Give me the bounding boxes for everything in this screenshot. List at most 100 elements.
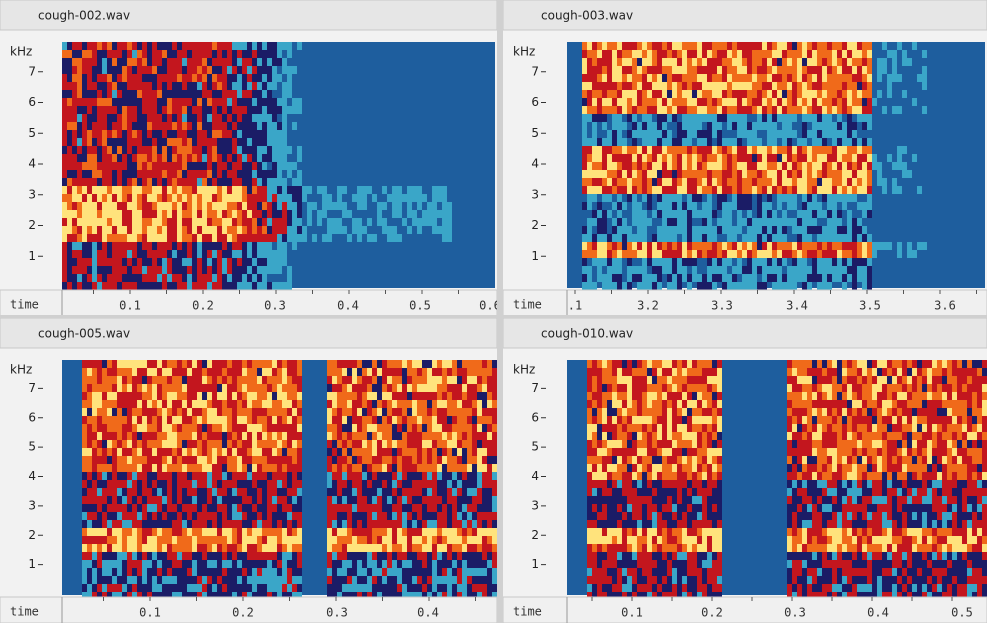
spectrogram-cell [717,178,722,186]
spectrogram-cell [167,400,172,408]
time-tick-label: 0.2 [192,299,214,313]
spectrogram-cell [62,274,67,282]
spectrogram-cell [602,50,607,58]
spectrogram-cell [642,114,647,122]
spectrogram-cell [227,568,232,576]
spectrogram-cell [77,202,82,210]
spectrogram-cell [647,50,652,58]
spectrogram-cell [777,234,782,242]
spectrogram-cell [172,178,177,186]
spectrogram-cell [632,234,637,242]
spectrogram-cell [267,90,272,98]
spectrogram-cell [862,234,867,242]
spectrogram-cell [877,242,882,250]
spectrogram-cell [777,218,782,226]
spectrogram-cell [167,42,172,50]
spectrogram-cell [792,258,797,266]
spectrogram-cell [267,520,272,528]
spectrogram-cell [162,432,167,440]
spectrogram-cell [202,408,207,416]
spectrogram-cell [132,130,137,138]
spectrogram-cell [607,274,612,282]
title-bar[interactable] [0,318,497,349]
spectrogram-cell [142,408,147,416]
spectrogram-cell [257,528,262,536]
spectrogram-cell [862,98,867,106]
spectrogram-cell [252,456,257,464]
spectrogram-cell [177,274,182,282]
spectrogram-cell [97,98,102,106]
spectrogram-cell [252,448,257,456]
spectrogram-cell [602,122,607,130]
spectrogram-cell [867,50,872,58]
spectrogram-cell [87,360,92,368]
spectrogram-cell [362,186,367,194]
spectrogram-cell [267,448,272,456]
spectrogram-cell [847,234,852,242]
title-bar[interactable] [0,0,497,31]
spectrogram-cell [247,154,252,162]
spectrogram-cell [737,90,742,98]
spectrogram-cell [682,122,687,130]
spectrogram-cell [612,114,617,122]
spectrogram-cell [142,504,147,512]
spectrogram-cell [222,50,227,58]
spectrogram-cell [802,146,807,154]
spectrogram-cell [262,480,267,488]
spectrogram-cell [272,58,277,66]
title-bar[interactable] [503,0,987,31]
spectrogram-cell [107,368,112,376]
spectrogram-cell [742,98,747,106]
spectrogram-cell [347,400,352,408]
spectrogram-cell [617,58,622,66]
spectrogram-cell [272,520,277,528]
spectrogram-cell [102,50,107,58]
spectrogram-cell [717,122,722,130]
spectrogram-cell [267,384,272,392]
spectrogram-cell [707,66,712,74]
spectrogram-cell [267,226,272,234]
spectrogram-cell [172,512,177,520]
spectrogram-cell [142,66,147,74]
spectrogram-cell [707,106,712,114]
spectrogram-cell [97,432,102,440]
spectrogram-cell [622,186,627,194]
spectrogram-cell [82,392,87,400]
spectrogram-cell [127,528,132,536]
spectrogram-cell [702,138,707,146]
spectrogram-cell [657,162,662,170]
spectrogram-cell [67,274,72,282]
spectrogram-cell [697,130,702,138]
spectrogram-cell [212,360,217,368]
panel-title[interactable]: cough-002.wav [38,9,130,23]
spectrogram-cell [702,218,707,226]
spectrogram-cell [682,266,687,274]
spectrogram-cell [847,90,852,98]
spectrogram-cell [652,178,657,186]
spectrogram-cell [637,50,642,58]
spectrogram-cell [747,162,752,170]
spectrogram-cell [157,592,162,600]
spectrogram-cell [117,122,122,130]
panel-title[interactable]: cough-003.wav [541,9,633,23]
spectrogram-cell [612,138,617,146]
spectrogram-cell [862,210,867,218]
spectrogram-cell [362,488,367,496]
spectrogram-cell [767,50,772,58]
spectrogram-cell [597,178,602,186]
panel-title[interactable]: cough-005.wav [38,327,130,341]
spectrogram-cell [272,544,277,552]
spectrogram-cell [677,162,682,170]
spectrogram-cell [257,218,262,226]
spectrogram-cell [857,146,862,154]
spectrogram-cell [407,186,412,194]
spectrogram-cell [187,528,192,536]
spectrogram-cell [837,162,842,170]
spectrogram-cell [757,162,762,170]
spectrogram-cell [77,82,82,90]
spectrogram-cell [672,250,677,258]
spectrogram-cell [252,544,257,552]
spectrogram-cell [107,424,112,432]
spectrogram-cell [222,512,227,520]
spectrogram-cell [222,432,227,440]
